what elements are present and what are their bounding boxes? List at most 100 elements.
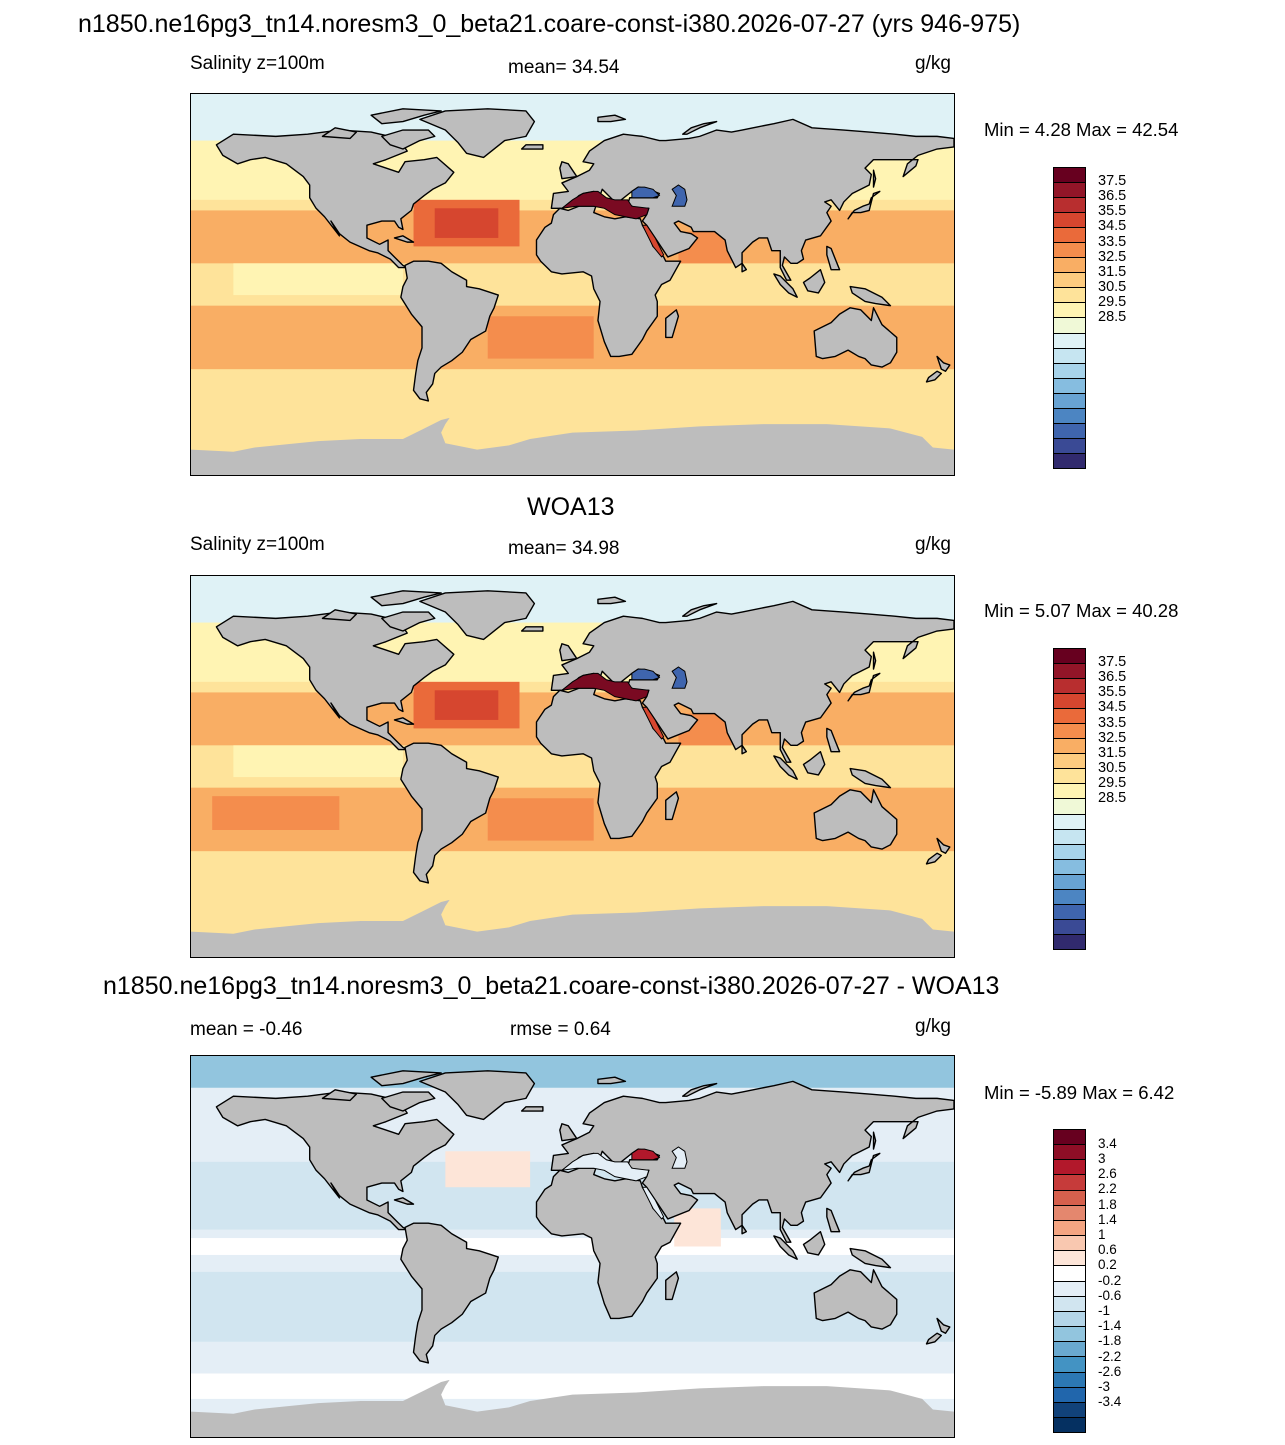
colorbar-tick-label: 32.5 xyxy=(1098,729,1127,746)
landmass-borneo xyxy=(802,1230,826,1256)
colorbar-swatch xyxy=(1054,1175,1085,1191)
ocean-field-band xyxy=(212,314,340,348)
panel3-units-label: g/kg xyxy=(915,1016,951,1037)
colorbar-tick-label: -0.2 xyxy=(1098,1272,1122,1288)
landmass-srilanka xyxy=(741,1224,748,1235)
landmass-ellesmere xyxy=(370,590,442,607)
colorbar-swatch xyxy=(1054,1281,1085,1297)
landmass-cuba xyxy=(393,717,415,725)
colorbar-tick-label: 32.5 xyxy=(1098,248,1127,265)
sea-black xyxy=(631,668,661,681)
colorbar-swatch xyxy=(1054,168,1085,184)
sea-caspian xyxy=(671,666,688,689)
landmass-nzn xyxy=(936,355,951,372)
landmass-samerica xyxy=(400,260,499,402)
ocean-field-band xyxy=(487,798,594,841)
land-mask-layer xyxy=(191,590,954,957)
inland-sea-layer xyxy=(560,1146,688,1220)
colorbar-swatch xyxy=(1054,859,1085,875)
colorbar-tick-label: 36.5 xyxy=(1098,188,1127,205)
ocean-field-band xyxy=(233,745,403,778)
landmass-srilanka xyxy=(741,744,748,755)
landmass-antarctica xyxy=(191,417,954,475)
landmass-novaya xyxy=(682,602,718,617)
landmass-borneo xyxy=(802,268,826,294)
colorbar-swatch xyxy=(1054,1311,1085,1328)
sea-black xyxy=(631,1148,661,1161)
inland-sea-layer xyxy=(560,184,688,258)
landmass-newguinea xyxy=(849,285,892,307)
colorbar-swatch xyxy=(1054,1372,1085,1388)
colorbar-tick-label: 33.5 xyxy=(1098,233,1127,250)
inland-sea-layer xyxy=(560,666,688,740)
landmass-nzs xyxy=(925,852,943,865)
landmass-greenland xyxy=(419,108,536,159)
colorbar-tick-label: 37.5 xyxy=(1098,654,1127,671)
colorbar-swatch xyxy=(1054,198,1085,214)
ocean-field-band xyxy=(212,796,340,830)
colorbar-tick-label: 29.5 xyxy=(1098,293,1127,310)
colorbar-tick-label: -0.6 xyxy=(1098,1287,1122,1303)
colorbar-swatch xyxy=(1054,1145,1085,1161)
colorbar-swatch xyxy=(1054,333,1085,349)
landmass-japan xyxy=(847,1152,881,1182)
panel2-variable-label: Salinity z=100m xyxy=(190,534,325,555)
ocean-field-band xyxy=(191,1238,954,1255)
landmass-namerica xyxy=(215,611,455,751)
colorbar-tick-label: -3.4 xyxy=(1098,1394,1122,1410)
landmass-ellesmere xyxy=(370,1070,442,1087)
ocean-field-band xyxy=(445,1151,531,1188)
colorbar-swatch xyxy=(1054,408,1085,424)
colorbar-tick-label: 35.5 xyxy=(1098,684,1127,701)
colorbar-tick-label: 0.6 xyxy=(1098,1242,1117,1258)
colorbar-swatch xyxy=(1054,649,1085,665)
landmass-samerica xyxy=(400,1222,499,1364)
colorbar-swatch xyxy=(1054,258,1085,274)
panel3-mean-label: mean = -0.46 xyxy=(190,1019,303,1040)
colorbar-swatch xyxy=(1054,1266,1085,1282)
colorbar-swatch xyxy=(1054,1402,1085,1418)
colorbar-swatch xyxy=(1054,423,1085,439)
colorbar-swatch xyxy=(1054,438,1085,454)
colorbar-swatch xyxy=(1054,243,1085,259)
colorbar-tick-label: 3 xyxy=(1098,1151,1106,1167)
colorbar-swatch xyxy=(1054,453,1085,468)
colorbar-tick-label: 1 xyxy=(1098,1227,1106,1243)
landmass-nzs xyxy=(925,370,943,383)
landmass-nzn xyxy=(936,1317,951,1334)
panel1-minmax-label: Min = 4.28 Max = 42.54 xyxy=(984,119,1179,140)
colorbar-swatch xyxy=(1054,318,1085,334)
landmass-australia xyxy=(813,789,898,850)
colorbar-tick-label: 36.5 xyxy=(1098,669,1127,686)
landmass-iceland xyxy=(520,144,544,150)
colorbar-swatch xyxy=(1054,228,1085,244)
colorbar-swatch xyxy=(1054,904,1085,920)
colorbar-swatch xyxy=(1054,799,1085,815)
landmass-novaya xyxy=(682,120,718,135)
colorbar-swatch xyxy=(1054,348,1085,364)
colorbar-swatch xyxy=(1054,1387,1085,1403)
panel1-mean-label: mean= 34.54 xyxy=(508,57,620,78)
colorbar-tick-label: -2.6 xyxy=(1098,1363,1122,1379)
colorbar-swatch xyxy=(1054,664,1085,680)
panel3-minmax-label: Min = -5.89 Max = 6.42 xyxy=(984,1082,1175,1103)
colorbar-tick-label: -1 xyxy=(1098,1303,1111,1319)
colorbar-tick-label: 28.5 xyxy=(1098,790,1127,806)
colorbar-tick-label: 35.5 xyxy=(1098,203,1127,220)
landmass-sakhalin xyxy=(872,1131,877,1150)
colorbar-swatch xyxy=(1054,889,1085,905)
landmass-srilanka xyxy=(741,262,748,273)
landmass-madagascar xyxy=(665,309,680,339)
colorbar-tick-label: 34.5 xyxy=(1098,218,1127,235)
landmass-uk xyxy=(559,161,578,180)
landmass-sumatra xyxy=(773,755,798,780)
landmass-newguinea xyxy=(849,767,892,789)
colorbar-swatch xyxy=(1054,1342,1085,1358)
ocean-field-band xyxy=(233,263,403,296)
colorbar-swatch xyxy=(1054,934,1085,949)
difference-colorbar xyxy=(1053,1129,1086,1433)
salinity-colorbar-model xyxy=(1053,167,1086,469)
colorbar-tick-label: -1.8 xyxy=(1098,1333,1122,1349)
colorbar-swatch xyxy=(1054,1220,1085,1237)
colorbar-swatch xyxy=(1054,829,1085,845)
